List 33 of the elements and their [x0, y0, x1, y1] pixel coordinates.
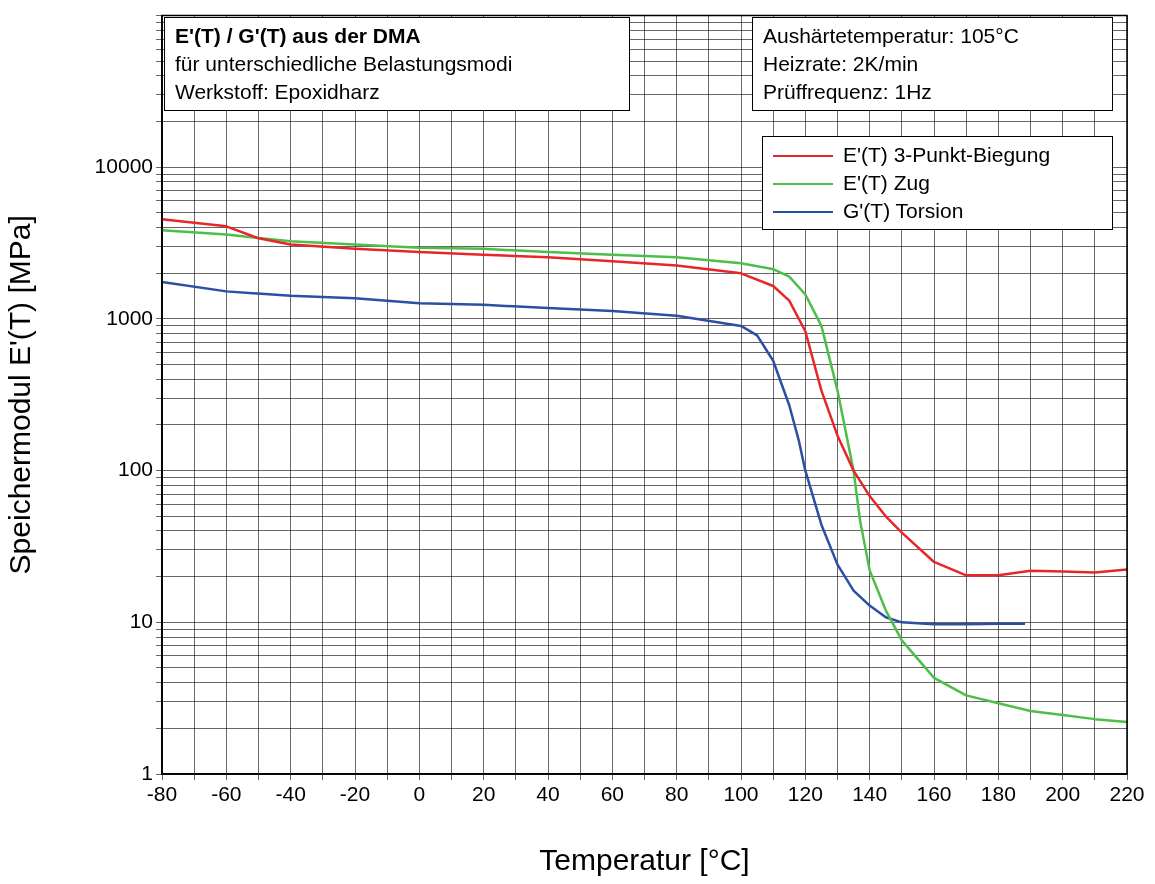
- x-tick-label: 140: [852, 782, 888, 806]
- x-tick-label: 180: [980, 782, 1016, 806]
- x-tick-label: 0: [413, 782, 426, 806]
- annotation: Aushärtetemperatur: 105°C: [763, 23, 1020, 49]
- x-axis-title: Temperatur [°C]: [539, 843, 750, 877]
- y-tick-label: 100: [117, 457, 153, 481]
- x-tick-label: -80: [146, 782, 178, 806]
- y-tick-label: 10000: [94, 154, 153, 178]
- conditions-box: Aushärtetemperatur: 105°C Heizrate: 2K/min Prüffrequenz: 1Hz: [752, 17, 1113, 111]
- annotation: Heizrate: 2K/min: [763, 51, 920, 77]
- y-tick-label: 1: [141, 760, 153, 784]
- y-axis-title: Speichermodul E'(T) [MPa]: [3, 215, 37, 575]
- x-tick-label: 100: [723, 782, 759, 806]
- x-tick-label: -60: [211, 782, 242, 806]
- x-tick-label: 120: [787, 782, 823, 806]
- x-tick-label: 60: [600, 782, 625, 806]
- y-tick-label: 1000: [106, 305, 153, 329]
- x-tick-label: 80: [664, 782, 689, 806]
- x-tick-label: 200: [1045, 782, 1081, 806]
- legend-label: E'(T) Zug: [843, 171, 930, 194]
- legend-label: G'(T) Torsion: [843, 199, 964, 222]
- x-tick-label: -20: [339, 782, 371, 806]
- annotation: Werkstoff: Epoxidharz: [175, 79, 381, 105]
- y-tick-label: 10: [129, 609, 153, 633]
- x-tick-label: 40: [536, 782, 560, 806]
- annotation: Prüffrequenz: 1Hz: [763, 79, 933, 105]
- caption-box: E'(T) / G'(T) aus der DMA für unterschiedliche Belastungsmodi Werkstoff: Epoxidharz: [164, 17, 630, 111]
- x-tick-label: 160: [916, 782, 952, 806]
- x-tick-label: -40: [275, 782, 306, 806]
- chart-title: E'(T) / G'(T) aus der DMA: [175, 23, 422, 49]
- x-tick-label: 220: [1109, 782, 1145, 806]
- legend-label: E'(T) 3-Punkt-Biegung: [843, 143, 1051, 166]
- x-tick-label: 20: [471, 782, 496, 806]
